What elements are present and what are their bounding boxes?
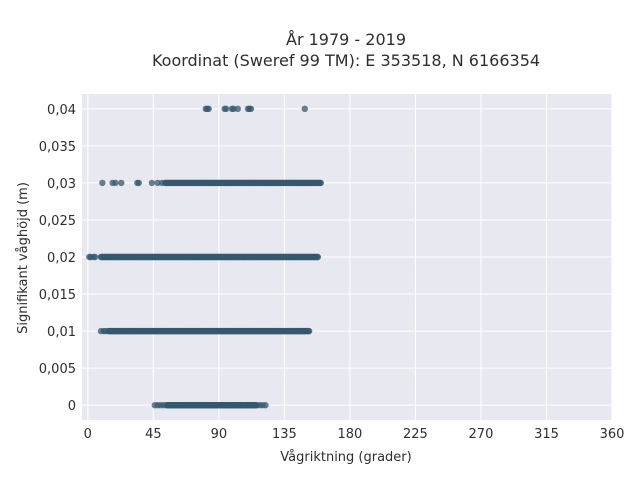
y-tick-label: 0,005 xyxy=(39,362,76,377)
y-tick-label: 0,01 xyxy=(47,325,76,340)
data-point xyxy=(99,179,106,187)
data-point xyxy=(314,253,322,261)
x-tick-label: 315 xyxy=(534,427,559,442)
data-point xyxy=(305,327,313,335)
data-point xyxy=(234,105,241,113)
y-tick-label: 0,02 xyxy=(47,251,76,266)
x-tick-label: 360 xyxy=(600,427,625,442)
y-tick-label: 0,035 xyxy=(39,140,76,155)
x-tick-label: 45 xyxy=(145,427,162,442)
y-tick-label: 0,015 xyxy=(39,288,76,303)
data-point xyxy=(262,401,269,409)
data-point xyxy=(160,401,167,409)
data-point xyxy=(148,179,156,187)
y-tick-label: 0,04 xyxy=(47,103,76,118)
data-point xyxy=(222,105,230,113)
x-tick-label: 0 xyxy=(84,427,92,442)
x-tick-label: 135 xyxy=(272,427,297,442)
data-point xyxy=(247,105,255,113)
x-axis-label: Vågriktning (grader) xyxy=(280,450,411,465)
chart-subtitle: Koordinat (Sweref 99 TM): E 353518, N 61… xyxy=(152,51,540,70)
data-point xyxy=(205,105,212,113)
x-tick-label: 90 xyxy=(211,427,228,442)
y-tick-label: 0,025 xyxy=(39,214,76,229)
x-tick-label: 270 xyxy=(469,427,494,442)
data-point xyxy=(135,179,142,187)
data-point xyxy=(102,327,109,335)
data-point xyxy=(317,179,324,187)
data-point xyxy=(118,179,125,187)
x-tick-label: 180 xyxy=(337,427,362,442)
chart-title: År 1979 - 2019 xyxy=(286,30,406,49)
data-point xyxy=(301,105,308,113)
data-point xyxy=(91,253,99,261)
x-axis-ticks: 0 45 90 135 180 225 270 315 360 xyxy=(84,427,625,442)
y-tick-label: 0 xyxy=(68,399,76,414)
data-points xyxy=(86,105,324,409)
data-point xyxy=(112,179,119,187)
x-tick-label: 225 xyxy=(403,427,428,442)
y-tick-label: 0,03 xyxy=(47,177,76,192)
data-point xyxy=(158,179,166,187)
grid-lines xyxy=(82,94,613,420)
y-axis-ticks: 0 0,005 0,01 0,015 0,02 0,025 0,03 0,035 0,04 xyxy=(39,103,76,414)
y-axis-label: Signifikant våghöjd (m) xyxy=(16,182,31,334)
